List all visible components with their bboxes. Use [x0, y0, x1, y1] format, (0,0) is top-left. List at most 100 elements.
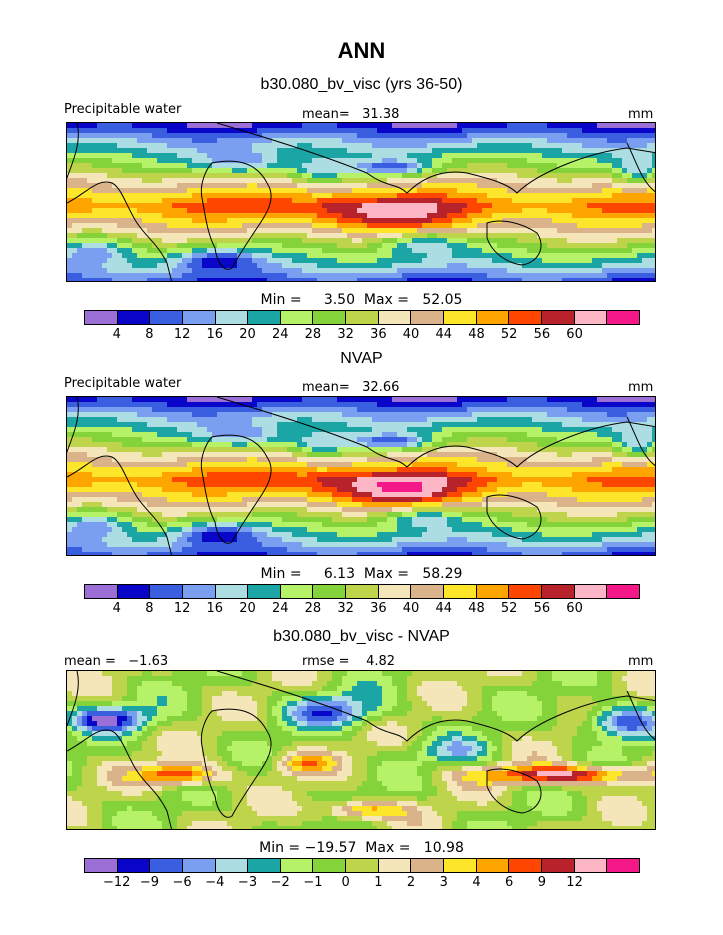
panel-1-cell — [607, 263, 613, 269]
panel-1-cell — [497, 228, 503, 234]
panel-1-cell — [382, 183, 388, 189]
panel-1-cell — [102, 148, 108, 154]
panel-1-cell — [187, 263, 193, 269]
panel-2-cell — [382, 417, 388, 423]
panel-2-cell — [612, 407, 618, 413]
panel-1-cell — [587, 208, 593, 214]
panel-2-cell — [337, 432, 343, 438]
panel-1-cell — [492, 148, 498, 154]
panel-1-cell — [127, 183, 133, 189]
panel-1-cell — [102, 173, 108, 179]
panel-2-cell — [457, 437, 463, 443]
panel-1-cell — [597, 148, 603, 154]
panel-1-cell — [582, 153, 588, 159]
panel-1-cell — [552, 248, 558, 254]
panel-1-cell — [267, 248, 273, 254]
panel-1-cell — [212, 208, 218, 214]
panel-1-cell — [542, 223, 548, 229]
panel-1-cell — [132, 198, 138, 204]
panel-1-cell — [362, 218, 368, 224]
panel-1-cell — [522, 178, 528, 184]
panel-1-cell — [347, 268, 353, 274]
panel-1-cell — [647, 188, 653, 194]
panel-1-cell — [312, 153, 318, 159]
panel-1-cell — [537, 143, 543, 149]
panel-1-cell — [232, 238, 238, 244]
panel-2-cell — [247, 432, 253, 438]
panel-1-cell — [627, 133, 633, 139]
panel-1-cell — [77, 278, 83, 281]
panel-1-cell — [597, 248, 603, 254]
panel-1-cell — [297, 203, 303, 209]
panel-1-cell — [232, 183, 238, 189]
panel-1-cell — [137, 128, 143, 134]
panel-1-cell — [82, 168, 88, 174]
panel-2-cell — [67, 397, 73, 403]
panel-1-cell — [372, 188, 378, 194]
panel-1-cell — [192, 253, 198, 259]
panel-1-cell — [582, 233, 588, 239]
panel-1-cell — [587, 198, 593, 204]
panel-2-cell — [472, 442, 478, 448]
panel-2-cell — [497, 412, 503, 418]
panel-1-cell — [162, 263, 168, 269]
panel-1-cell — [187, 203, 193, 209]
panel-1-cell — [342, 223, 348, 229]
panel-1-cell — [117, 213, 123, 219]
panel-1-cell — [142, 233, 148, 239]
panel-1-cell — [572, 278, 578, 281]
panel-1-cell — [397, 243, 403, 249]
panel-2-cell — [152, 437, 158, 443]
panel-1-cell — [402, 198, 408, 204]
panel-2-cell — [192, 422, 198, 428]
panel-1-cell — [437, 188, 443, 194]
panel-1-cell — [72, 143, 78, 149]
panel-1-cell — [132, 188, 138, 194]
panel-1-cell — [167, 143, 173, 149]
panel-2-cell — [412, 397, 418, 403]
panel-2-cell — [617, 397, 623, 403]
panel-1-cell — [262, 188, 268, 194]
panel-1-cell — [297, 183, 303, 189]
panel-1-cell — [282, 208, 288, 214]
panel-1-cell — [367, 248, 373, 254]
panel-1-cell — [267, 183, 273, 189]
panel-1-cell — [642, 238, 648, 244]
panel-1-cell — [77, 208, 83, 214]
colorbar-swatch — [117, 311, 151, 324]
panel-1-cell — [632, 278, 638, 281]
panel-1-cell — [182, 178, 188, 184]
panel-1-cell — [247, 193, 253, 199]
panel-1-cell — [652, 238, 655, 244]
panel-1-cell — [647, 263, 653, 269]
panel-1-cell — [497, 273, 503, 279]
panel-1-cell — [67, 213, 73, 219]
panel-1-cell — [557, 138, 563, 144]
panel-1-cell — [542, 228, 548, 234]
panel-2-cell — [357, 397, 363, 403]
panel-2-cell — [117, 417, 123, 423]
panel-1-cell — [272, 263, 278, 269]
panel-1-cell — [372, 173, 378, 179]
panel-1-cell — [77, 248, 83, 254]
panel-1-cell — [342, 193, 348, 199]
panel-2-cell — [387, 397, 393, 403]
panel-1-cell — [252, 278, 258, 281]
panel-1-cell — [647, 278, 653, 281]
panel-1-cell — [187, 138, 193, 144]
panel-2-cell — [392, 437, 398, 443]
panel-1-cell — [637, 198, 643, 204]
panel-1-cell — [107, 268, 113, 274]
panel-1-cell — [532, 188, 538, 194]
panel-1-cell — [172, 208, 178, 214]
panel-2-cell — [447, 432, 453, 438]
panel-1-cell — [92, 268, 98, 274]
panel-2-cell — [347, 397, 353, 403]
panel-1-cell — [322, 268, 328, 274]
panel-1-cell — [592, 268, 598, 274]
panel-1-cell — [267, 218, 273, 224]
panel-1-cell — [612, 238, 618, 244]
panel-1-cell — [642, 263, 648, 269]
panel-1-cell — [587, 183, 593, 189]
panel-1-cell — [192, 123, 198, 129]
